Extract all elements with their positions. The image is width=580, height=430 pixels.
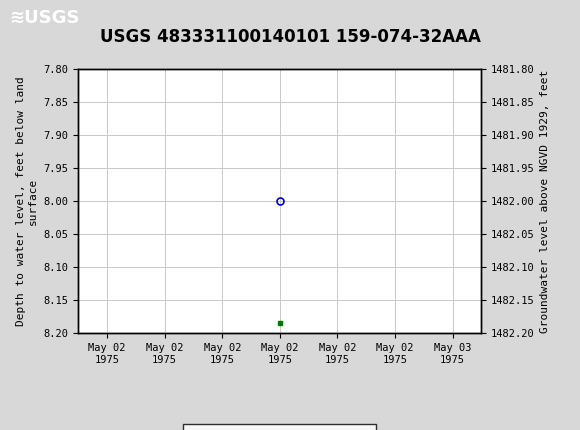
Text: ≋USGS: ≋USGS <box>9 9 79 27</box>
Y-axis label: Depth to water level, feet below land
surface: Depth to water level, feet below land su… <box>16 76 38 326</box>
Y-axis label: Groundwater level above NGVD 1929, feet: Groundwater level above NGVD 1929, feet <box>541 69 550 333</box>
Legend: Period of approved data: Period of approved data <box>183 424 376 430</box>
Text: USGS 483331100140101 159-074-32AAA: USGS 483331100140101 159-074-32AAA <box>100 28 480 46</box>
